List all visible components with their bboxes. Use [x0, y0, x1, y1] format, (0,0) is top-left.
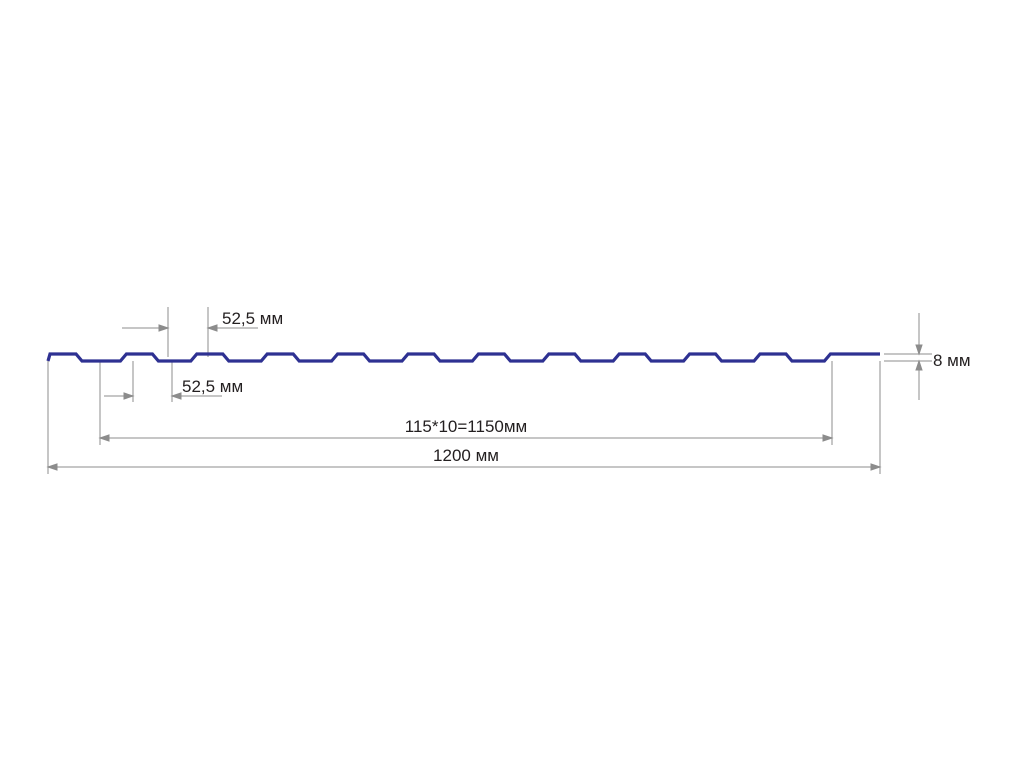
dimension-label-thickness: 8 мм: [933, 351, 971, 370]
corrugated-sheet-profile: [46, 352, 880, 363]
extension-lines: [47, 307, 932, 474]
arrowhead-right: [158, 324, 170, 332]
dimension-label-working-width: 115*10=1150мм: [405, 417, 528, 436]
dimension-rib-pitch-top: [122, 324, 258, 332]
arrowhead-down: [915, 344, 923, 356]
dimension-thickness-right: [915, 344, 923, 371]
dimension-label-valley-width-bottom: 52,5 мм: [182, 377, 243, 396]
dimension-label-rib-pitch-top: 52,5 мм: [222, 309, 283, 328]
arrowhead-left: [98, 434, 110, 442]
arrowhead-left: [206, 324, 218, 332]
arrowhead-right: [822, 434, 834, 442]
arrowhead-up: [915, 359, 923, 371]
dimension-lines: [46, 324, 923, 471]
arrowhead-right: [123, 392, 135, 400]
dimension-working-width: [98, 434, 834, 442]
dimension-label-total-width: 1200 мм: [433, 446, 499, 465]
arrowhead-left: [46, 463, 58, 471]
arrowhead-right: [870, 463, 882, 471]
dimension-valley-width-bottom: [104, 392, 222, 400]
dimension-total-width: [46, 463, 882, 471]
arrowhead-left: [170, 392, 182, 400]
